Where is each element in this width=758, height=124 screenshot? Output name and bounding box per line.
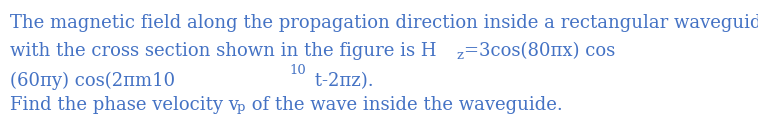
Text: (60πy) cos(2πm10: (60πy) cos(2πm10 xyxy=(10,72,175,90)
Text: p: p xyxy=(237,101,246,114)
Text: with the cross section shown in the figure is H: with the cross section shown in the figu… xyxy=(10,42,437,60)
Text: of the wave inside the waveguide.: of the wave inside the waveguide. xyxy=(246,96,562,114)
Text: =3cos(80πx) cos: =3cos(80πx) cos xyxy=(464,42,615,60)
Text: z: z xyxy=(456,49,463,62)
Text: The magnetic field along the propagation direction inside a rectangular waveguid: The magnetic field along the propagation… xyxy=(10,14,758,32)
Text: t-2πz).: t-2πz). xyxy=(309,72,374,90)
Text: Find the phase velocity v: Find the phase velocity v xyxy=(10,96,239,114)
Text: 10: 10 xyxy=(289,64,305,77)
